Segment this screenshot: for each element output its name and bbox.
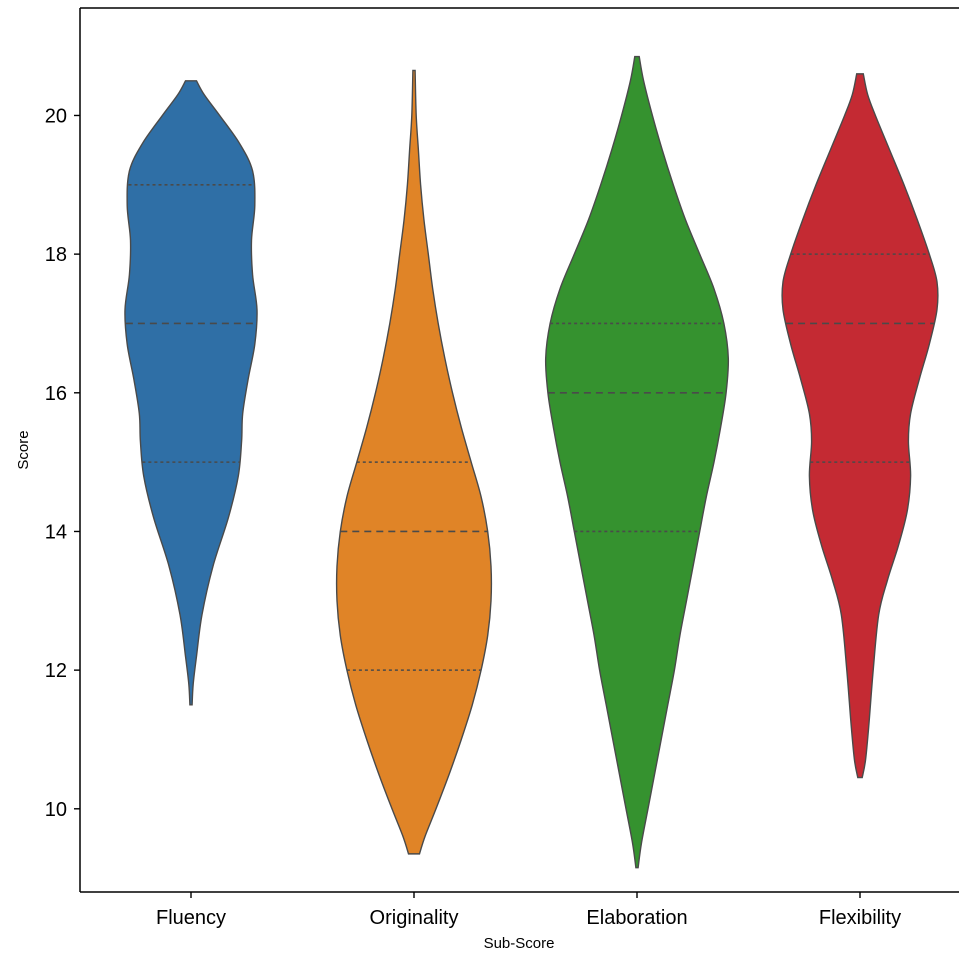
axes-frame	[79, 7, 959, 893]
y-tick-label: 16	[45, 383, 67, 405]
x-tick-label-elaboration: Elaboration	[586, 907, 687, 929]
y-tick-label: 10	[45, 799, 67, 821]
y-tick-label: 18	[45, 244, 67, 266]
violin-originality	[335, 69, 493, 855]
violin-fluency	[124, 80, 258, 706]
y-tick-label: 20	[45, 105, 67, 127]
y-axis-label: Score	[15, 430, 32, 469]
y-tick-label: 12	[45, 660, 67, 682]
x-axis-label: Sub-Score	[484, 935, 555, 952]
violins-layer	[124, 55, 939, 869]
x-tick-label-fluency: Fluency	[156, 907, 226, 929]
ticks-layer: 10 12 14 16 18 20 Fluency Originality Elaboratio…	[45, 105, 901, 929]
violin-flexibility	[781, 73, 939, 779]
violin-elaboration	[544, 55, 730, 869]
x-tick-label-originality: Originality	[370, 907, 459, 929]
x-tick-label-flexibility: Flexibility	[819, 907, 901, 929]
y-tick-label: 14	[45, 521, 67, 543]
